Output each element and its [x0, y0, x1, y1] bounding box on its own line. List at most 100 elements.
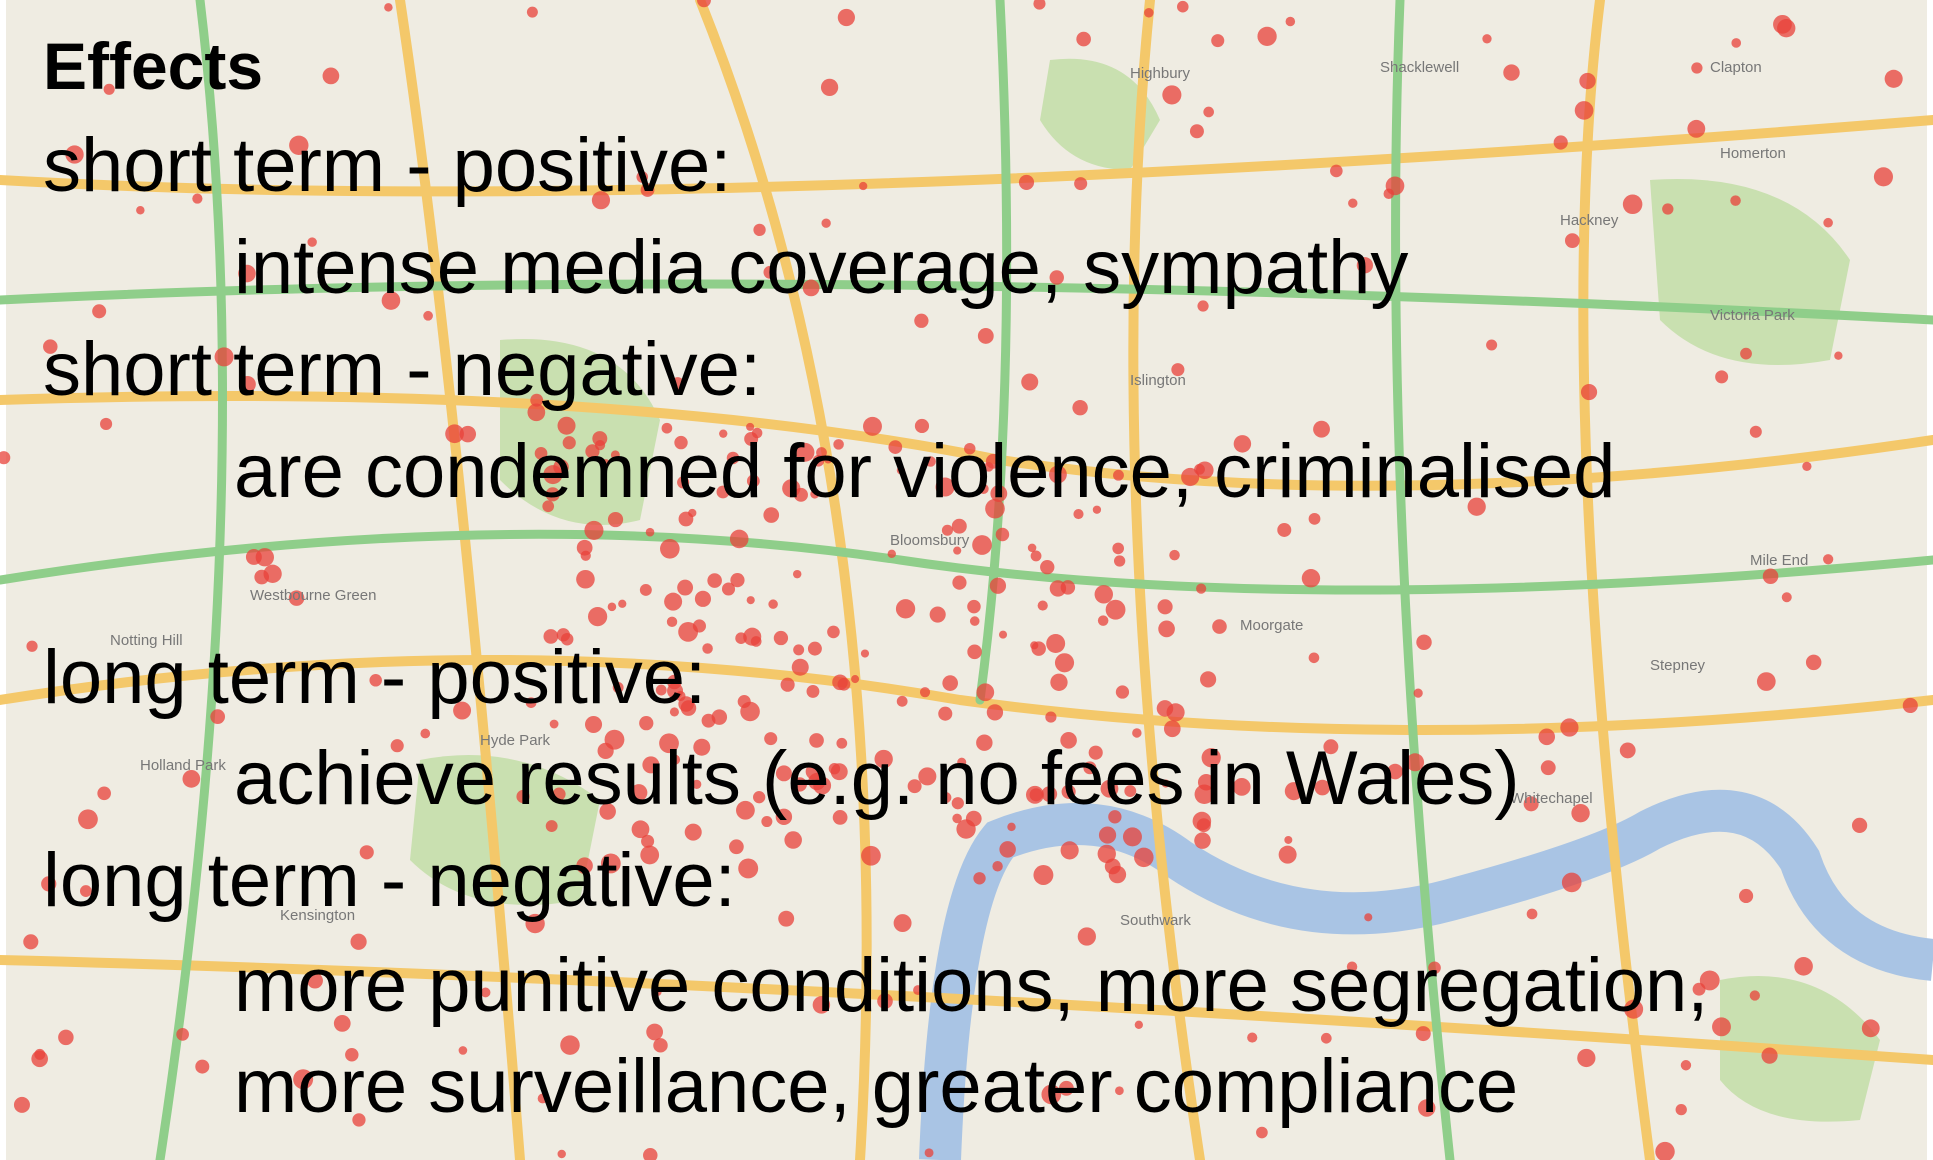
map-dot: [58, 1030, 73, 1045]
map-dot: [527, 7, 538, 18]
map-dot: [1763, 568, 1779, 584]
map-dot: [1309, 652, 1320, 663]
map-dot: [608, 603, 617, 612]
map-dot: [861, 846, 881, 866]
map-dot: [1033, 865, 1053, 885]
map-dot: [14, 1097, 30, 1113]
map-dot: [938, 707, 952, 721]
map-dot: [677, 580, 693, 596]
map-label: Highbury: [1130, 65, 1191, 82]
detail: are condemned for violence, criminalised: [234, 429, 1615, 514]
map-label: Mile End: [1750, 552, 1808, 569]
map-dot: [743, 628, 761, 646]
map-dot: [1162, 85, 1181, 104]
map-dot: [632, 820, 650, 838]
map-dot: [1364, 913, 1372, 921]
map-dot: [1715, 370, 1728, 383]
map-dot: [793, 570, 801, 578]
map-dot: [1021, 373, 1038, 390]
map-dot: [1541, 760, 1556, 775]
map-dot: [1144, 8, 1154, 18]
map-dot: [999, 841, 1015, 857]
map-dot: [1834, 352, 1842, 360]
map-dot: [1348, 198, 1357, 207]
map-dot: [1046, 634, 1065, 653]
map-dot: [987, 704, 1003, 720]
map-dot: [618, 600, 626, 608]
map-dot: [557, 1150, 565, 1158]
map-dot: [1114, 555, 1125, 566]
map-dot: [1167, 703, 1185, 721]
map-dot: [1200, 671, 1216, 687]
map-label: Shacklewell: [1380, 59, 1459, 76]
map-dot: [1190, 124, 1204, 138]
map-dot: [92, 304, 106, 318]
map-dot: [640, 584, 652, 596]
map-dot: [1212, 619, 1227, 634]
map-dot: [827, 626, 840, 639]
map-dot: [667, 617, 677, 627]
map-dot: [1095, 585, 1113, 603]
map-dot: [1676, 1104, 1687, 1115]
map-label: Holland Park: [140, 757, 226, 774]
map-dot: [1712, 1017, 1731, 1036]
map-dot: [588, 607, 607, 626]
map-dot: [888, 550, 896, 558]
map-dot: [838, 678, 851, 691]
map-label: Southwark: [1120, 912, 1191, 929]
map-dot: [576, 570, 595, 589]
map-dot: [1028, 544, 1037, 553]
map-dot: [97, 787, 111, 801]
map-dot: [34, 1049, 45, 1060]
map-dot: [1731, 38, 1741, 48]
map-dot: [1384, 188, 1395, 199]
map-dot: [1038, 600, 1048, 610]
map-dot: [1486, 339, 1497, 350]
map-dot: [1874, 167, 1893, 186]
map-dot: [1098, 615, 1109, 626]
map-dot: [1099, 826, 1116, 843]
map-dot: [1750, 426, 1762, 438]
heading: short term - negative:: [43, 327, 761, 412]
map-dot: [1554, 135, 1568, 149]
map-dot: [1194, 832, 1211, 849]
map-dot: [1112, 543, 1124, 555]
map-dot: [246, 549, 262, 565]
map-dot: [1045, 711, 1056, 722]
map-dot: [1416, 1026, 1431, 1041]
map-dot: [26, 641, 37, 652]
map-dot: [747, 596, 755, 604]
map-dot: [1211, 34, 1224, 47]
map-label: Islington: [1130, 372, 1186, 389]
map-dot: [1802, 462, 1811, 471]
map-dot: [1740, 348, 1752, 360]
map-dot: [1794, 957, 1813, 976]
map-dot: [1538, 729, 1555, 746]
map-dot: [1620, 743, 1636, 759]
map-dot: [925, 1148, 934, 1157]
map-dot: [1061, 580, 1075, 594]
map-dot: [808, 642, 822, 656]
map-dot: [1055, 653, 1074, 672]
map-dot: [1823, 218, 1833, 228]
map-dot: [1116, 685, 1129, 698]
map-dot: [1687, 120, 1705, 138]
map-dot: [778, 911, 794, 927]
map-dot: [1177, 1, 1189, 13]
map-label: Stepney: [1650, 657, 1706, 674]
heading: short term - positive:: [43, 123, 731, 208]
map-dot: [1903, 698, 1918, 713]
map-dot: [807, 685, 820, 698]
map-dot: [1019, 175, 1034, 190]
map-dot: [1691, 62, 1702, 73]
map-dot: [1575, 101, 1594, 120]
map-dot: [973, 872, 985, 884]
map-dot: [1414, 689, 1423, 698]
map-dot: [1196, 583, 1206, 593]
map-dot: [1257, 27, 1276, 46]
map-dot: [584, 521, 603, 540]
map-dot: [1527, 909, 1538, 920]
map-dot: [1279, 846, 1297, 864]
map-dot: [1106, 600, 1126, 620]
map-dot: [1072, 400, 1087, 415]
